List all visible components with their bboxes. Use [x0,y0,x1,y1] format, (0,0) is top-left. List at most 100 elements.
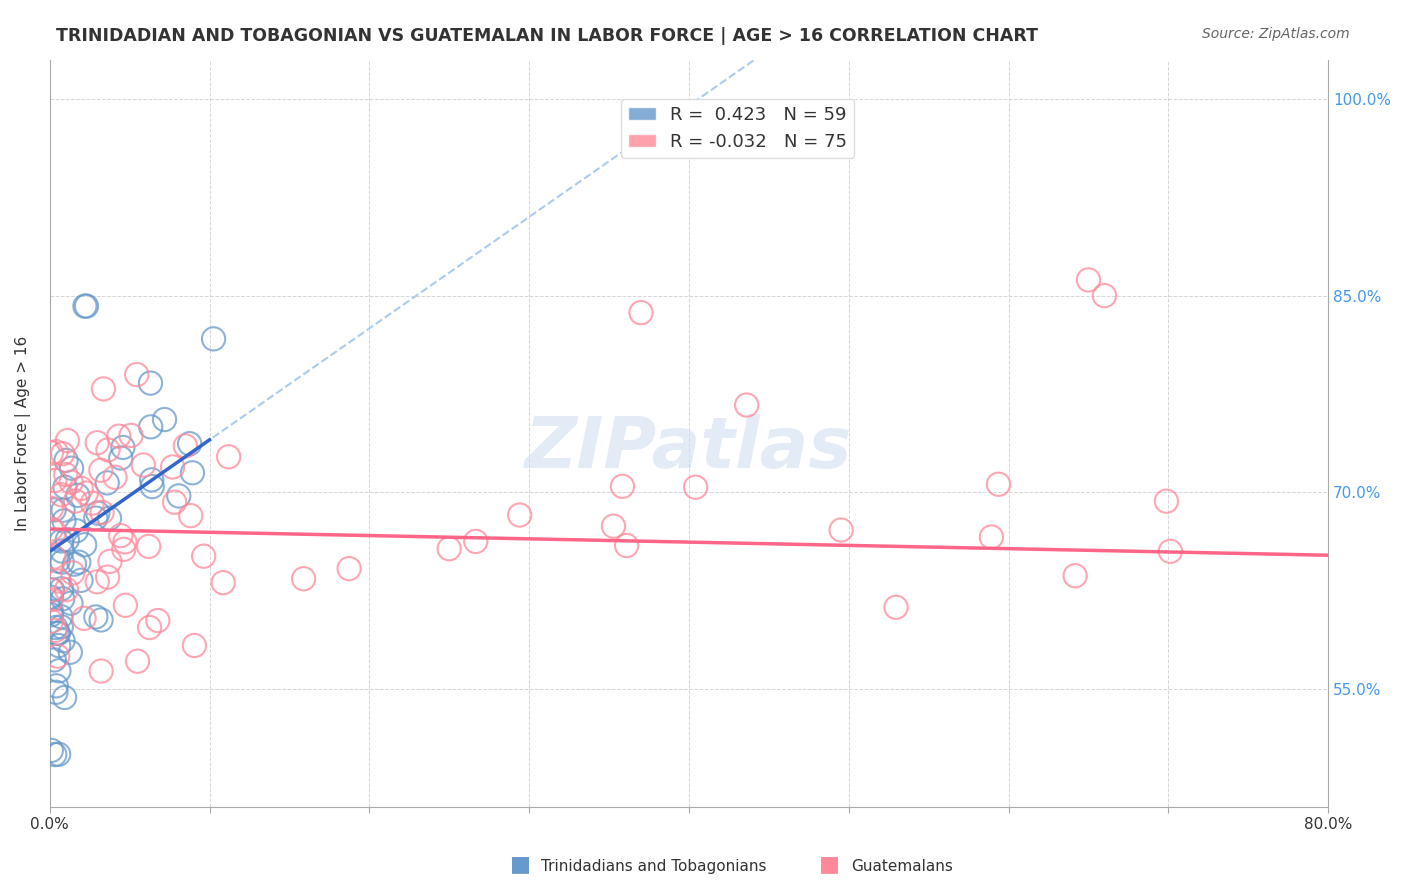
Point [1159,544,1181,558]
Point [141,473,163,487]
Point [464,534,486,549]
Point [97,442,120,457]
Point [76,299,98,313]
Point [82,496,104,510]
Point [51,582,73,596]
Point [141,480,163,494]
Point [44,503,66,517]
Point [70,574,93,588]
Point [45,444,67,458]
Point [52,591,75,606]
Point [46,554,69,568]
Point [139,420,162,434]
Point [53,690,76,705]
Point [51,488,73,502]
Point [44,653,66,667]
Point [110,528,132,542]
Point [73,538,96,552]
Point [41,604,63,618]
Point [45,679,67,693]
Point [42,549,65,564]
Point [55,467,77,482]
Point [163,495,186,509]
Point [52,633,75,648]
Point [1156,494,1178,508]
Point [602,519,624,533]
Point [90,613,112,627]
Point [55,453,77,467]
Point [60,461,83,475]
Point [153,412,176,426]
Point [45,621,67,635]
Point [685,480,707,494]
Point [41,522,63,536]
Point [91,505,114,519]
Point [98,511,121,525]
Point [45,685,67,699]
Point [48,626,70,640]
Point [44,474,66,488]
Text: Guatemalans: Guatemalans [851,859,952,874]
Point [65,494,87,508]
Point [110,450,132,465]
Point [73,299,96,313]
Point [44,524,66,539]
Point [56,533,79,547]
Point [41,614,63,628]
Point [111,441,134,455]
Point [56,434,79,448]
Point [1077,273,1099,287]
Text: TRINIDADIAN AND TOBAGONIAN VS GUATEMALAN IN LABOR FORCE | AGE > 16 CORRELATION C: TRINIDADIAN AND TOBAGONIAN VS GUATEMALAN… [56,27,1038,45]
Point [616,539,638,553]
Point [630,306,652,320]
Legend: R =  0.423   N = 59, R = -0.032   N = 75: R = 0.423 N = 59, R = -0.032 N = 75 [621,98,855,158]
Point [70,482,93,496]
Point [51,620,73,634]
Point [84,511,107,525]
Point [41,743,63,757]
Point [146,614,169,628]
Point [138,620,160,634]
Point [60,475,83,490]
Point [127,654,149,668]
Point [987,477,1010,491]
Point [114,535,136,549]
Point [218,450,240,464]
Point [41,592,63,607]
Point [1064,568,1087,582]
Point [48,574,70,588]
Point [86,435,108,450]
Point [73,611,96,625]
Text: ■: ■ [820,855,839,874]
Point [104,470,127,484]
Point [980,530,1002,544]
Point [509,508,531,522]
Point [41,607,63,622]
Point [59,645,82,659]
Point [52,514,75,528]
Point [183,639,205,653]
Point [75,486,97,500]
Point [48,747,70,762]
Point [114,599,136,613]
Point [41,583,63,598]
Point [292,572,315,586]
Point [44,747,66,762]
Text: ZIPatlas: ZIPatlas [526,414,852,483]
Point [96,475,118,490]
Point [735,398,758,412]
Point [174,439,197,453]
Point [41,501,63,516]
Text: Source: ZipAtlas.com: Source: ZipAtlas.com [1202,27,1350,41]
Point [181,466,204,480]
Point [46,649,69,664]
Point [51,555,73,569]
Point [112,542,135,557]
Point [162,460,184,475]
Point [884,600,907,615]
Point [51,544,73,558]
Point [90,664,112,678]
Point [1094,288,1116,302]
Point [437,541,460,556]
Point [138,540,160,554]
